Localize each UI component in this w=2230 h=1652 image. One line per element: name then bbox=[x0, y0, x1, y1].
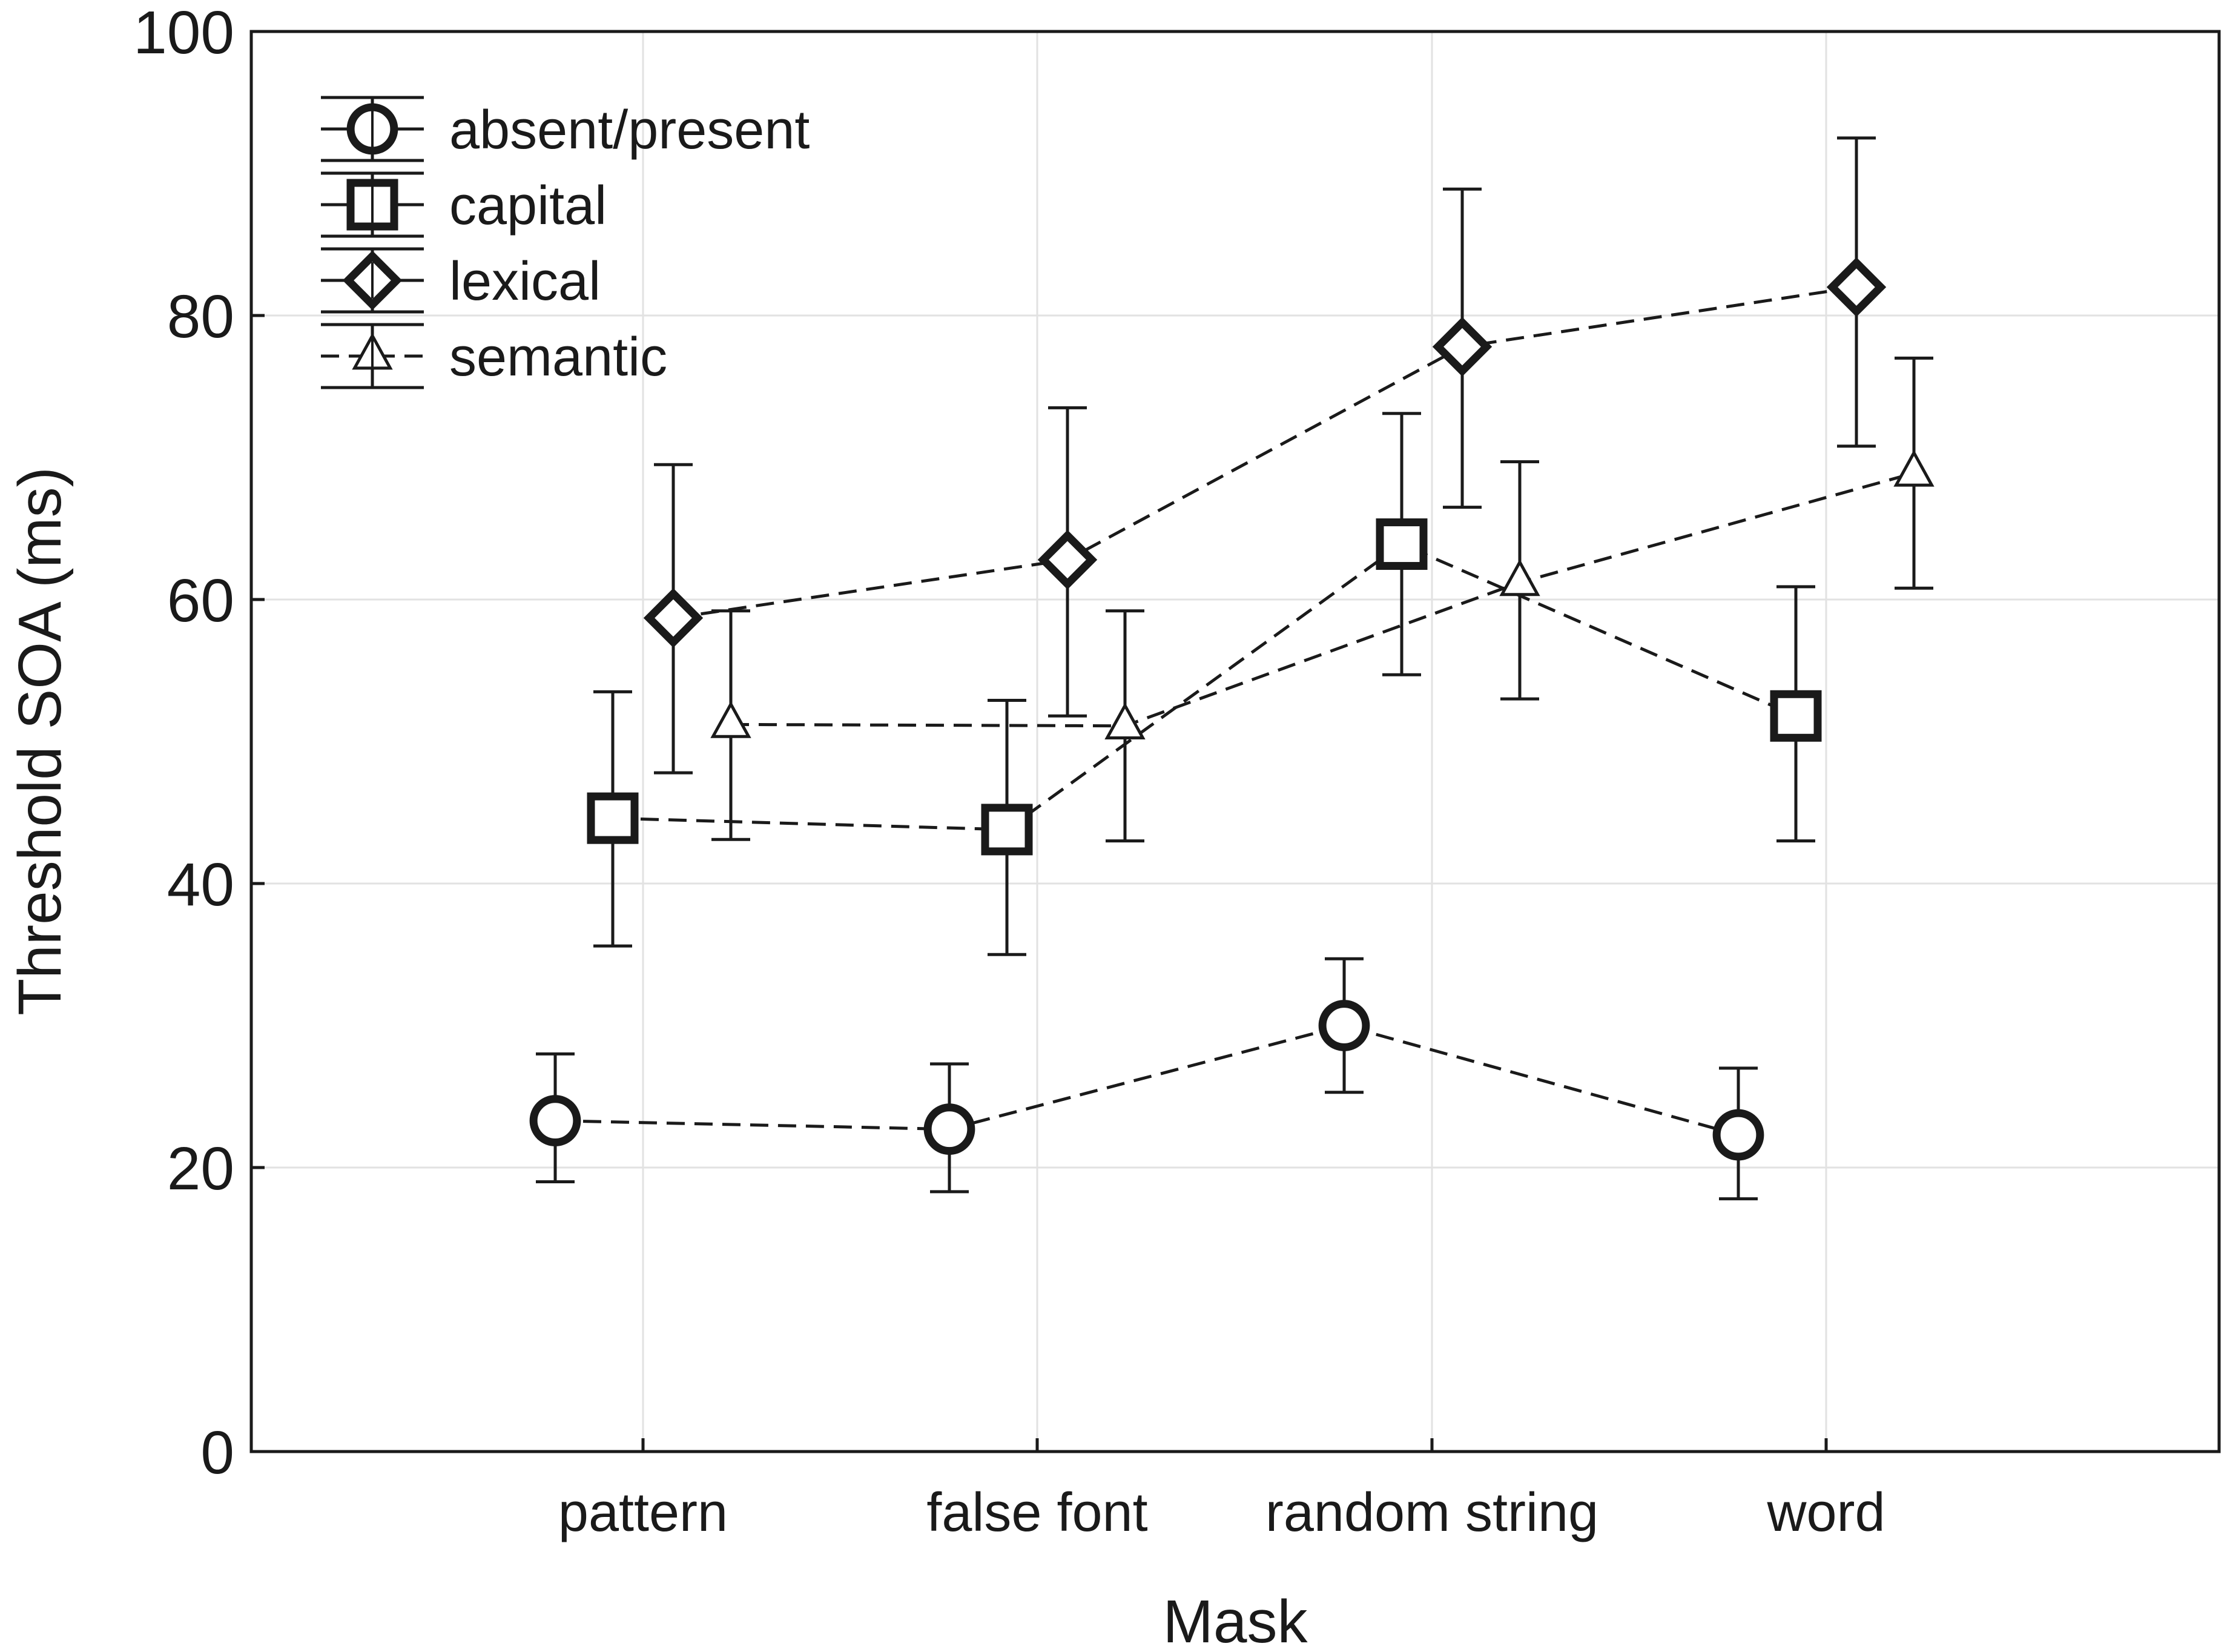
data-point bbox=[1318, 1000, 1370, 1051]
data-point bbox=[529, 1095, 581, 1146]
data-point bbox=[1499, 559, 1540, 596]
series-line bbox=[730, 471, 1915, 728]
series-line bbox=[555, 1023, 1739, 1137]
series-line bbox=[612, 542, 1796, 831]
legend-label: capital bbox=[449, 176, 607, 236]
x-axis-title: Mask bbox=[1163, 1588, 1308, 1652]
data-point bbox=[1826, 257, 1887, 317]
data-point bbox=[923, 1103, 975, 1155]
legend: absent/present capital lexical semantic bbox=[321, 96, 810, 389]
data-point bbox=[1376, 518, 1428, 570]
series-markers bbox=[529, 257, 1935, 1161]
y-tick-label: 40 bbox=[167, 851, 234, 919]
axis-ticks: 0 20 40 60 80 100 pattern false font random stri… bbox=[133, 0, 1885, 1543]
plot-frame bbox=[249, 30, 2221, 1453]
error-bars bbox=[536, 136, 1933, 1201]
data-point bbox=[587, 792, 639, 844]
x-tick-label: random string bbox=[1265, 1482, 1598, 1543]
data-point bbox=[1104, 702, 1146, 740]
y-tick-label: 100 bbox=[133, 0, 234, 67]
x-tick-label: pattern bbox=[558, 1482, 728, 1543]
x-tick-label: word bbox=[1766, 1482, 1885, 1543]
y-tick-label: 0 bbox=[200, 1419, 234, 1487]
gridlines bbox=[251, 31, 2219, 1452]
data-point bbox=[1037, 530, 1098, 590]
series-line bbox=[673, 285, 1857, 620]
x-tick-label: false font bbox=[926, 1482, 1147, 1543]
y-tick-label: 80 bbox=[167, 283, 234, 351]
legend-label: semantic bbox=[449, 327, 667, 388]
y-axis-title: Threshold SOA (ms) bbox=[6, 467, 74, 1016]
data-point bbox=[1770, 690, 1822, 742]
legend-label: lexical bbox=[449, 251, 601, 312]
y-tick-label: 20 bbox=[167, 1135, 234, 1203]
data-point bbox=[1712, 1109, 1764, 1161]
data-point bbox=[1893, 449, 1935, 487]
data-point bbox=[1432, 317, 1493, 377]
series-lines bbox=[555, 285, 1915, 1137]
legend-label: absent/present bbox=[449, 100, 810, 160]
data-point bbox=[643, 588, 704, 648]
data-point bbox=[710, 701, 751, 738]
data-point bbox=[981, 804, 1033, 856]
y-tick-label: 60 bbox=[167, 567, 234, 635]
